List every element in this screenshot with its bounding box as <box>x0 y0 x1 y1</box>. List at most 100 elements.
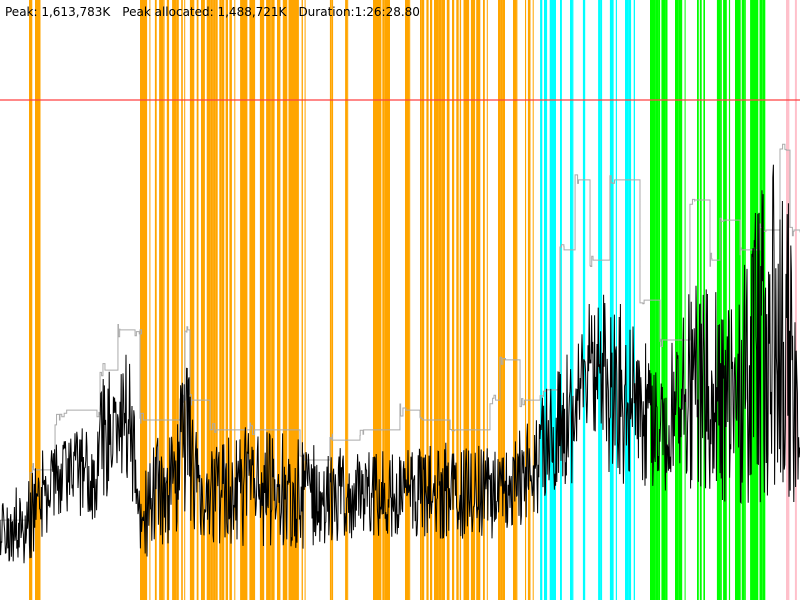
orange-band <box>438 0 442 600</box>
orange-band <box>301 0 303 600</box>
orange-band <box>500 0 503 600</box>
green-band <box>762 0 766 600</box>
orange-band <box>206 0 211 600</box>
orange-band <box>498 0 501 600</box>
orange-band <box>483 0 485 600</box>
orange-band <box>513 0 517 600</box>
cyan-band <box>600 0 603 600</box>
orange-band <box>409 0 411 600</box>
allocated-series-line <box>0 143 800 521</box>
cyan-band <box>570 0 573 600</box>
green-band <box>728 0 731 600</box>
green-band <box>665 0 668 600</box>
orange-band <box>527 0 531 600</box>
green-band <box>750 0 755 600</box>
orange-band <box>430 0 433 600</box>
orange-band <box>304 0 306 600</box>
orange-band <box>266 0 271 600</box>
cyan-band <box>540 0 543 600</box>
cyan-band <box>628 0 632 600</box>
orange-band <box>29 0 33 600</box>
orange-band <box>270 0 272 600</box>
orange-band <box>166 0 170 600</box>
green-band <box>737 0 741 600</box>
orange-band <box>456 0 459 600</box>
orange-band <box>434 0 439 600</box>
orange-band <box>196 0 199 600</box>
orange-band <box>249 0 252 600</box>
orange-band <box>140 0 144 600</box>
orange-band <box>215 0 218 600</box>
orange-band <box>502 0 505 600</box>
orange-band <box>172 0 177 600</box>
peak-label: Peak: 1,613,783K <box>5 5 111 19</box>
orange-band <box>329 0 332 600</box>
orange-band <box>331 0 334 600</box>
orange-band <box>219 0 222 600</box>
orange-band <box>159 0 164 600</box>
cyan-band <box>549 0 554 600</box>
orange-band <box>282 0 288 600</box>
orange-band <box>463 0 467 600</box>
orange-band <box>486 0 488 600</box>
orange-band <box>227 0 228 600</box>
cyan-band <box>582 0 586 600</box>
orange-band <box>382 0 385 600</box>
orange-band <box>516 0 518 600</box>
orange-band <box>244 0 248 600</box>
green-band <box>684 0 686 600</box>
orange-band <box>221 0 225 600</box>
chart-header: Peak: 1,613,783K Peak allocated: 1,488,72… <box>5 5 432 19</box>
orange-band <box>421 0 425 600</box>
green-band <box>723 0 727 600</box>
orange-band <box>225 0 228 600</box>
orange-band <box>212 0 214 600</box>
duration-label: Duration:1:26:28.80 <box>298 5 420 19</box>
orange-band <box>252 0 256 600</box>
orange-band <box>201 0 205 600</box>
orange-band <box>377 0 382 600</box>
green-band <box>744 0 746 600</box>
orange-band <box>441 0 445 600</box>
orange-band <box>373 0 378 600</box>
orange-band <box>295 0 299 600</box>
orange-band <box>446 0 450 600</box>
orange-band <box>189 0 195 600</box>
green-band <box>697 0 699 600</box>
cyan-band <box>609 0 614 600</box>
orange-band <box>277 0 281 600</box>
cyan-band <box>554 0 556 600</box>
green-band <box>675 0 679 600</box>
orange-band <box>387 0 390 600</box>
orange-band <box>154 0 157 600</box>
orange-band <box>234 0 236 600</box>
green-band <box>720 0 722 600</box>
orange-band <box>259 0 265 600</box>
green-band <box>735 0 738 600</box>
cyan-band <box>560 0 562 600</box>
orange-band <box>476 0 481 600</box>
orange-band <box>240 0 245 600</box>
orange-band <box>291 0 296 600</box>
orange-band <box>420 0 422 600</box>
orange-band <box>470 0 476 600</box>
orange-band <box>466 0 470 600</box>
green-band <box>741 0 745 600</box>
pink-band <box>794 0 797 600</box>
orange-band <box>347 0 349 600</box>
orange-band <box>384 0 388 600</box>
orange-band <box>452 0 455 600</box>
cyan-band <box>598 0 601 600</box>
orange-band <box>271 0 275 600</box>
peak-allocated-label: Peak allocated: 1,488,721K <box>122 5 287 19</box>
orange-band <box>345 0 348 600</box>
green-band <box>678 0 683 600</box>
orange-band <box>184 0 186 600</box>
orange-band <box>229 0 232 600</box>
orange-band <box>163 0 165 600</box>
orange-band <box>176 0 179 600</box>
cyan-band <box>625 0 629 600</box>
cyan-band <box>633 0 635 600</box>
orange-band <box>143 0 148 600</box>
